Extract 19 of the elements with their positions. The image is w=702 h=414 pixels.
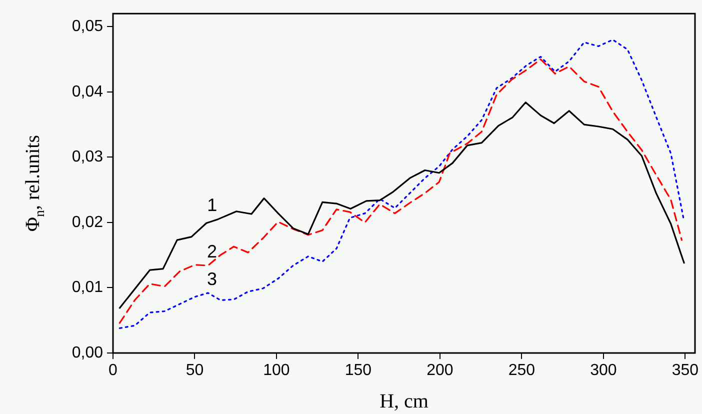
x-tick-label: 0 (108, 362, 118, 380)
x-tick-label: 50 (186, 362, 204, 380)
y-tick-label: 0,02 (72, 214, 104, 231)
y-tick-label: 0,01 (72, 279, 104, 296)
x-tick-label: 100 (263, 362, 290, 380)
x-tick-label: 150 (344, 362, 372, 380)
annotation: 2 (206, 242, 217, 262)
y-tick-label: 0,04 (72, 83, 104, 100)
x-tick-label: 300 (590, 362, 617, 380)
x-tick-label: 350 (672, 362, 699, 380)
y-tick-label: 0,05 (72, 18, 104, 36)
x-tick-label: 200 (426, 362, 454, 380)
y-axis-title: Φn, rel.units (22, 134, 48, 232)
y-tick-label: 0,03 (72, 148, 104, 166)
annotation: 1 (207, 195, 218, 216)
x-axis-title: H, cm (380, 390, 429, 412)
annotation: 3 (206, 268, 217, 289)
y-tick-label: 0,00 (72, 344, 104, 362)
x-tick-label: 250 (508, 362, 536, 380)
